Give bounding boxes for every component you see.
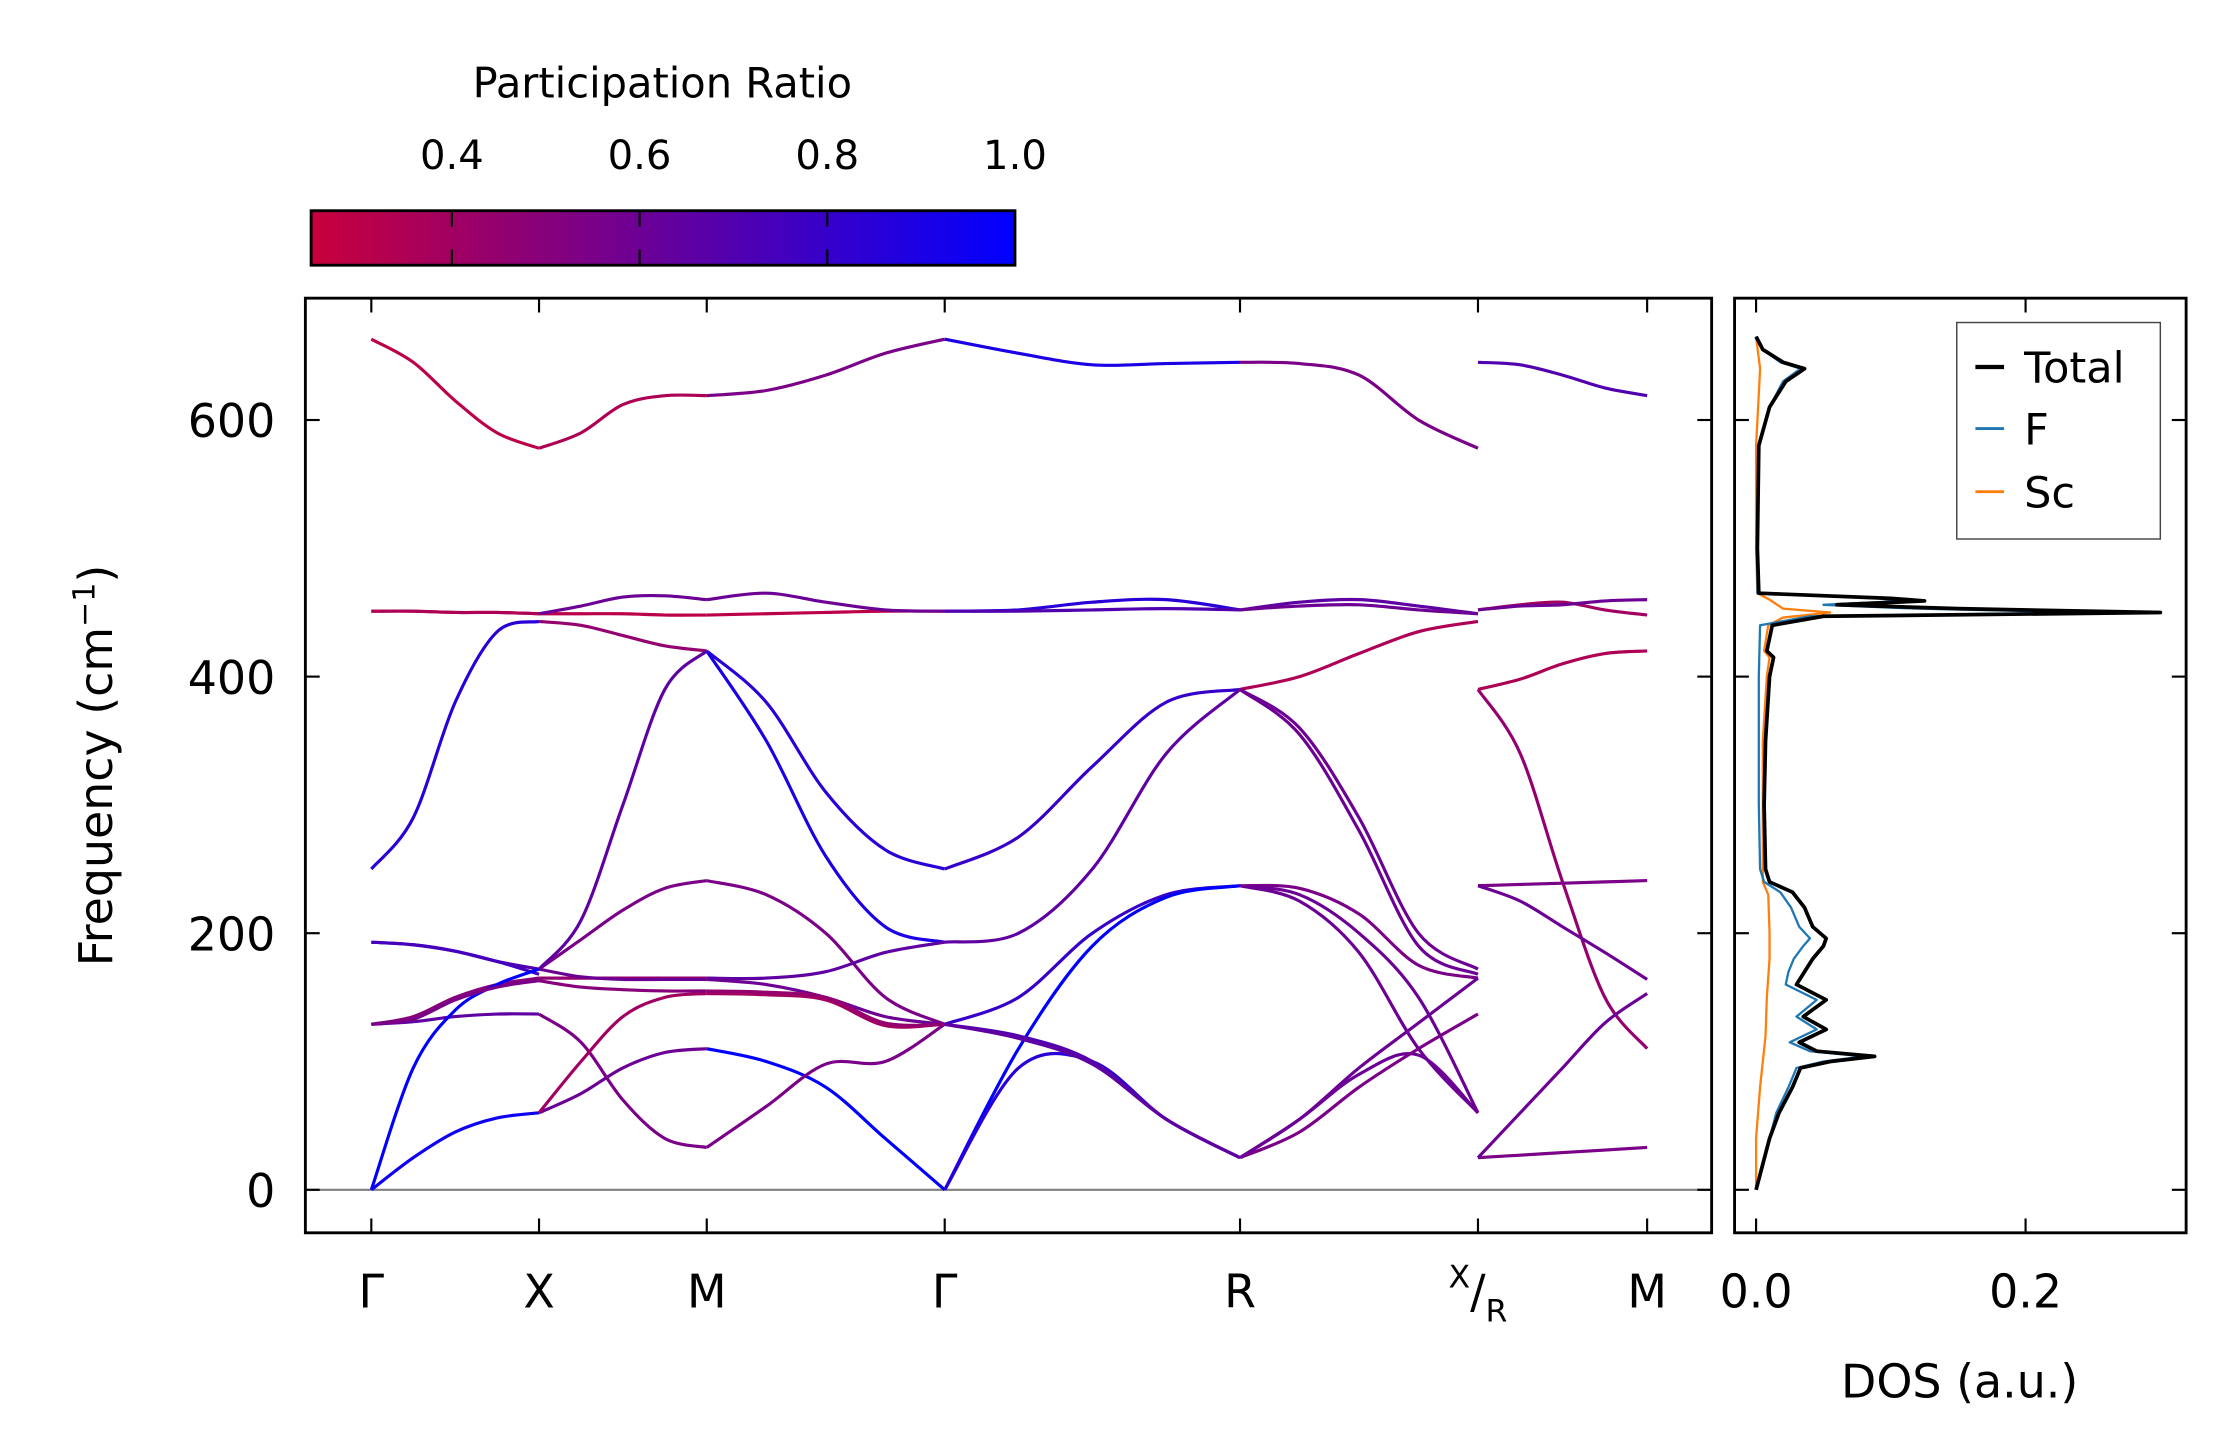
legend: Total F Sc [1956,321,2162,540]
phonon-band [706,337,946,398]
colorbar-tick-label: 0.4 [420,133,484,179]
phonon-band [370,619,540,871]
legend-label-f: F [2024,405,2049,455]
high-symmetry-point-label: M [687,1264,727,1318]
phonon-band [1239,360,1479,450]
high-symmetry-point-label: R [1224,1264,1256,1318]
high-symmetry-point-label: M [1627,1264,1667,1318]
phonon-band [1239,884,1480,1114]
phonon-band [944,1022,1241,1160]
high-symmetry-point-label: X [523,1264,554,1318]
phonon-band [944,687,1241,871]
phonon-band [370,1111,540,1192]
phonon-band [538,967,707,982]
phonon-band [1477,879,1648,888]
phonon-band [371,609,540,616]
high-symmetry-point-label-x-r: X/R [1448,1259,1507,1329]
phonon-band [1239,976,1479,1160]
phonon-band [1239,883,1479,980]
phonon-band [943,884,1241,1191]
dos-plot: 0.0 0.2 DOS (a.u.) Total F Sc [1720,296,2188,1409]
phonon-band [537,649,708,971]
phonon-band [1476,688,1649,1050]
band-structure-plot: 0 200 400 600 Γ X M Γ R M Frequency (cm−1) X/R [68,296,1714,1330]
phonon-band [705,1022,946,1149]
phonon-band [371,976,540,1026]
phonon-band [944,884,1241,1026]
dos-line-total [1754,335,2163,1191]
phonon-band [1239,884,1480,1114]
phonon-band [706,591,945,613]
dos-x-axis-title: DOS (a.u.) [1841,1355,2078,1409]
phonon-band [1477,360,1648,398]
colorbar-tick-label: 0.8 [795,133,859,179]
phonon-band [1239,688,1479,976]
phonon-band [370,337,540,450]
band-plot-frame [303,296,1714,1235]
phonon-band [538,593,707,616]
phonon-band [706,879,946,1026]
phonon-band [1239,602,1479,616]
phonon-band [539,612,707,617]
dos-x-tick-label: 0.0 [1720,1264,1793,1318]
legend-box [1956,321,2162,540]
phonon-band [1477,649,1648,691]
phonon-band [1477,1145,1648,1160]
phonon-band [1239,1012,1479,1160]
phonon-band [944,337,1241,368]
phonon-band [944,688,1242,944]
phonon-band [944,1022,1241,1160]
phonon-band [1476,992,1649,1159]
dos-x-tick-label: 0.2 [1989,1264,2062,1318]
phonon-band [538,619,707,653]
phonon-band [1239,688,1479,971]
y-tick-label: 0 [246,1164,275,1218]
colorbar-tick-label: 1.0 [983,133,1047,179]
phonon-band [538,1047,707,1115]
colorbar: Participation Ratio 0.4 0.6 0.8 1.0 [309,58,1047,267]
y-tick-label: 400 [188,651,276,705]
y-tick-label: 600 [188,394,276,448]
phonon-band [706,940,945,981]
phonon-band [538,1012,708,1150]
legend-label-sc: Sc [2024,468,2075,518]
phonon-band [706,989,945,1027]
phonon-band [944,607,1241,613]
phonon-band [705,650,946,944]
phonon-band [1239,597,1479,616]
phonon-band [1477,884,1648,981]
colorbar-tick-label: 0.6 [608,133,672,179]
colorbar-title: Participation Ratio [473,58,852,107]
phonon-band [706,1047,946,1191]
phonon-band [1477,598,1648,612]
colorbar-gradient [309,209,1017,267]
y-tick-label: 200 [188,907,276,961]
phonon-band [1239,619,1479,691]
phonon-band [705,649,946,871]
high-symmetry-point-label: Γ [932,1264,958,1318]
y-axis-title: Frequency (cm−1) [68,565,123,967]
dos-plot-frame [1733,296,2188,1235]
phonon-band [943,1051,1241,1191]
legend-label-total: Total [2023,344,2124,394]
phonon-band [706,977,945,1026]
phonon-band [538,979,707,993]
phonon-band [538,393,707,450]
phonon-band [371,940,540,976]
phonon-band [538,879,708,971]
high-symmetry-point-label: Γ [359,1264,385,1318]
phonon-band [371,979,540,1026]
phonon-band [369,967,540,1191]
phonon-band [537,991,707,1114]
phonon-band [706,991,945,1029]
